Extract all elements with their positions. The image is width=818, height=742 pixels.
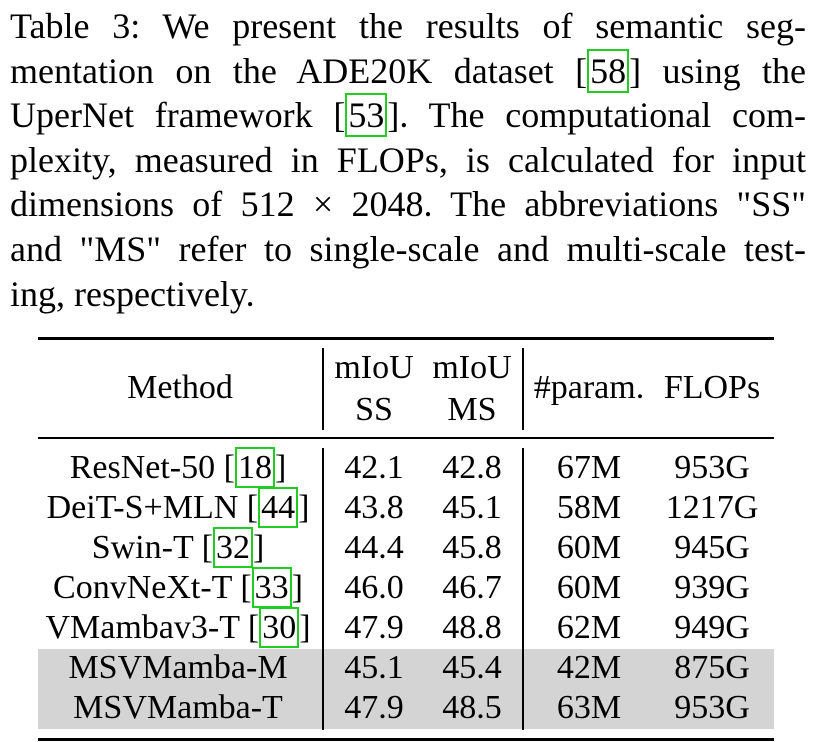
cell-miou-ss: 47.9: [344, 609, 404, 646]
caption-text: ]. The computational com-: [387, 95, 806, 136]
cell-params: 67M: [556, 449, 622, 486]
citation-link[interactable]: 30: [259, 607, 300, 648]
cell-flops: 953G: [674, 689, 750, 726]
citation-link[interactable]: 18: [234, 447, 275, 488]
header-miou-ms-bottom: MS: [447, 391, 497, 428]
cell-miou-ms: 46.7: [442, 569, 502, 606]
table-header-rule: [38, 437, 774, 439]
cell-miou-ss: 45.1: [344, 649, 404, 686]
bracket: ]: [299, 609, 311, 646]
table-bottom-rule: [38, 738, 774, 741]
header-miou-ms-top: mIoU: [432, 349, 512, 386]
cell-miou-ms: 45.8: [442, 529, 502, 566]
method-name: MSVMamba-M: [68, 649, 288, 686]
cell-flops: 939G: [674, 569, 750, 606]
cell-method: MSVMamba-T: [30, 688, 326, 728]
caption-text: ] using the: [629, 50, 806, 91]
bracket: ]: [298, 489, 310, 526]
header-miou-ss-bottom: SS: [355, 391, 393, 428]
cell-miou-ss: 42.1: [344, 449, 404, 486]
cell-params: 58M: [556, 489, 622, 526]
column-divider: [322, 348, 324, 430]
citation-link[interactable]: 53: [345, 93, 388, 138]
method-name: DeiT-S+MLN [: [46, 489, 259, 526]
bracket: ]: [252, 529, 265, 566]
caption-line: plexity, measured in FLOPs, is calculate…: [10, 139, 806, 180]
method-name: VMambav3-T [: [45, 609, 260, 646]
citation-link[interactable]: 44: [258, 487, 299, 528]
header-params: #param.: [533, 369, 645, 406]
cell-params: 62M: [556, 609, 622, 646]
cell-flops: 945G: [674, 529, 750, 566]
column-divider: [522, 348, 524, 430]
cell-miou-ss: 43.8: [344, 489, 404, 526]
cell-flops: 949G: [674, 609, 750, 646]
cell-miou-ms: 45.1: [442, 489, 502, 526]
caption-text: mentation on the ADE20K dataset [: [10, 50, 588, 91]
citation-link[interactable]: 32: [212, 527, 253, 568]
header-flops: FLOPs: [663, 369, 761, 406]
method-name: MSVMamba-T: [73, 689, 283, 726]
column-divider: [322, 448, 324, 730]
caption-line: Table 3: We present the results of seman…: [10, 6, 806, 46]
caption-text: UperNet framework [: [10, 95, 346, 136]
method-name: Swin-T [: [91, 529, 213, 566]
caption-line: dimensions of 512 × 2048. The abbreviati…: [10, 184, 806, 225]
cell-params: 60M: [556, 529, 622, 566]
cell-method: Swin-T [32]: [30, 527, 326, 568]
table-top-rule: [38, 337, 774, 340]
cell-method: VMambav3-T [30]: [30, 607, 326, 648]
cell-flops: 1217G: [665, 489, 759, 526]
caption-line: UperNet framework [53]. The computationa…: [10, 93, 806, 138]
caption-line: and "MS" refer to single-scale and multi…: [10, 228, 806, 269]
cell-flops: 953G: [674, 449, 750, 486]
cell-miou-ms: 45.4: [442, 649, 502, 686]
cell-method: DeiT-S+MLN [44]: [30, 487, 326, 528]
cell-method: ResNet-50 [18]: [30, 447, 326, 488]
cell-miou-ss: 44.4: [344, 529, 404, 566]
cell-miou-ss: 47.9: [344, 689, 404, 726]
cell-params: 63M: [556, 689, 622, 726]
citation-link[interactable]: 58: [587, 48, 630, 93]
cell-miou-ms: 48.8: [442, 609, 502, 646]
cell-miou-ms: 48.5: [442, 689, 502, 726]
cell-flops: 875G: [674, 649, 750, 686]
cell-method: ConvNeXt-T [33]: [30, 567, 326, 608]
caption-line: ing, respectively.: [10, 273, 255, 314]
method-name: ConvNeXt-T [: [53, 569, 252, 606]
header-miou-ss-top: mIoU: [334, 349, 414, 386]
citation-link[interactable]: 33: [251, 567, 292, 608]
highlighted-rows-background: [38, 649, 774, 729]
table-caption: Table 3: We present the results of seman…: [10, 4, 806, 316]
method-name: ResNet-50 [: [69, 449, 235, 486]
header-method: Method: [127, 369, 233, 406]
cell-miou-ss: 46.0: [344, 569, 404, 606]
bracket: ]: [274, 449, 287, 486]
cell-method: MSVMamba-M: [30, 648, 326, 688]
column-divider: [522, 448, 524, 730]
cell-params: 60M: [556, 569, 622, 606]
cell-miou-ms: 42.8: [442, 449, 502, 486]
cell-params: 42M: [556, 649, 622, 686]
bracket: ]: [291, 569, 303, 606]
caption-line: mentation on the ADE20K dataset [58] usi…: [10, 48, 806, 94]
